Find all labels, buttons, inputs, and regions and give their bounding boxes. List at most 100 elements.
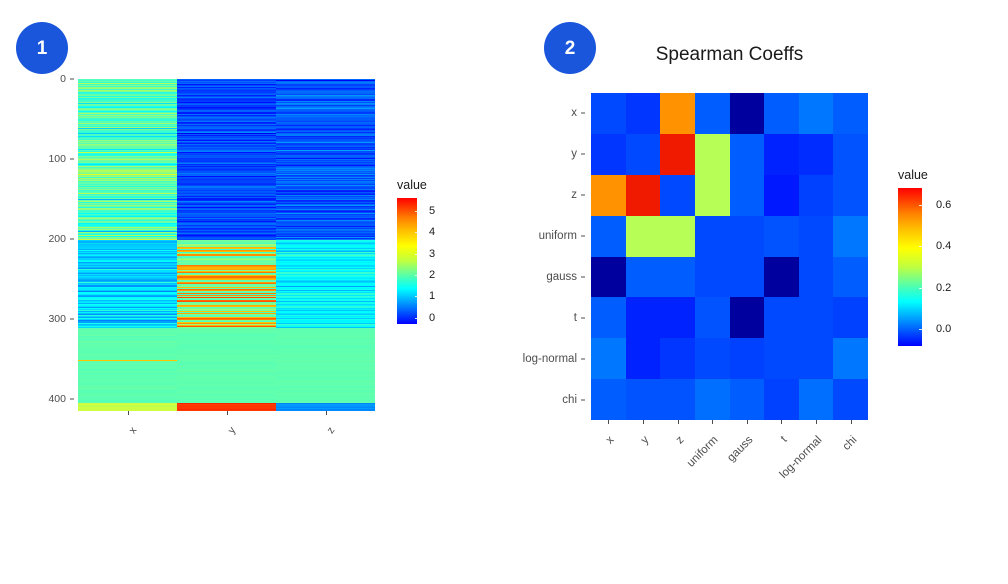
chart1-heatmap-row [276,358,375,360]
chart1-heatmap-row [276,403,375,405]
chart1-column-z [276,79,375,411]
chart1-heatmap-row [276,339,375,341]
chart1-heatmap-row [276,379,375,381]
chart1-heatmap-row [78,397,177,399]
chart2-heatmap-cell [694,133,730,175]
chart1-heatmap-row [177,116,276,118]
chart2-y-tick-label: t [573,311,577,324]
chart1-heatmap-row [78,239,177,241]
chart2-heatmap-cell [660,133,695,175]
chart1-heatmap-row [78,402,177,404]
chart1-heatmap-row [276,179,375,181]
chart1-heatmap-row [276,297,375,299]
chart1-heatmap-row [78,218,177,220]
chart1-heatmap-row [177,263,276,266]
chart1-heatmap-row [276,127,375,130]
chart1-heatmap-row [276,119,375,122]
chart1-heatmap-row [177,219,276,222]
chart1-heatmap-row [177,396,276,398]
chart1-heatmap-row [78,95,177,98]
chart1-heatmap-row [276,239,375,242]
chart1-heatmap-row [177,388,276,390]
chart1-heatmap-row [276,243,375,246]
chart1-heatmap-row [78,94,177,96]
chart1-heatmap-row [177,322,276,324]
chart1-heatmap-row [276,362,375,364]
chart1-heatmap-row [276,316,375,318]
chart1-heatmap-row [78,97,177,99]
chart1-heatmap-row [276,357,375,359]
chart1-heatmap-row [78,194,177,196]
chart1-heatmap-row [177,403,276,406]
chart1-heatmap-row [276,86,375,88]
chart1-heatmap-row [78,113,177,115]
chart1-heatmap-row [177,367,276,370]
chart1-heatmap-row [78,303,177,306]
chart1-heatmap-row [78,128,177,130]
chart1-heatmap-row [78,231,177,233]
chart1-heatmap-row [276,404,375,406]
chart1-heatmap-row [177,140,276,142]
chart2-heatmap-cell [694,379,730,420]
chart1-heatmap-row [78,283,177,285]
chart2-heatmap-cell [660,256,695,298]
chart1-heatmap-row [78,263,177,265]
chart1-heatmap-row [78,305,177,307]
chart1-heatmap-row [276,286,375,288]
chart1-heatmap-row [276,125,375,127]
chart1-heatmap-row [78,247,177,249]
chart2-heatmap-cell [591,93,626,134]
chart1-heatmap-row [177,307,276,310]
chart1-heatmap-row [276,168,375,170]
chart1-heatmap-row [177,88,276,90]
chart1-heatmap-row [177,354,276,356]
chart1-heatmap-row [276,225,375,227]
chart1-heatmap-row [276,348,375,350]
chart1-heatmap-row [78,392,177,394]
chart1-heatmap-row [276,199,375,202]
chart1-heatmap-row [78,372,177,374]
chart1-heatmap-row [177,146,276,148]
chart1-heatmap-row [78,170,177,172]
chart1-heatmap-row [78,408,177,410]
chart1-heatmap-row [78,263,177,266]
chart1-heatmap-row [276,402,375,404]
chart1-heatmap-row [276,260,375,262]
chart1-heatmap-row [78,107,177,110]
chart2-heatmap-cell [660,215,695,257]
chart1-heatmap-row [177,398,276,400]
chart1-heatmap-row [78,104,177,106]
chart1-heatmap-row [177,269,276,271]
chart1-heatmap-row [276,194,375,196]
chart1-heatmap-row [276,180,375,182]
chart1-heatmap-row [177,363,276,366]
chart1-heatmap-row [78,203,177,206]
chart1-heatmap-row [177,302,276,304]
chart1-heatmap-row [177,279,276,281]
chart1-heatmap-row [177,83,276,85]
chart1-heatmap-row [177,241,276,243]
chart2-heatmap-cell [764,215,799,257]
chart1-y-axis: 0 100 200 300 400 [0,73,76,411]
chart1-heatmap-row [276,290,375,292]
panel-badge-2-label: 2 [564,37,576,59]
chart1-heatmap-row [78,331,177,334]
chart1-heatmap-row [276,387,375,389]
chart1-heatmap-row [276,114,375,116]
chart1-heatmap-row [177,147,276,150]
chart1-heatmap-row [276,206,375,208]
chart1-heatmap-row [177,357,276,359]
chart1-heatmap-row [78,83,177,86]
chart1-heatmap-row [177,137,276,139]
chart1-heatmap-row [276,312,375,314]
chart1-heatmap-row [276,230,375,232]
chart1-heatmap-row [78,93,177,95]
chart1-heatmap-row [276,140,375,142]
chart1-heatmap-row [78,393,177,395]
chart1-heatmap-row [177,92,276,94]
chart1-heatmap-row [177,158,276,160]
chart1-heatmap-row [177,143,276,145]
chart1-heatmap-row [78,316,177,318]
chart1-heatmap-row [276,392,375,394]
chart1-heatmap-row [276,247,375,249]
